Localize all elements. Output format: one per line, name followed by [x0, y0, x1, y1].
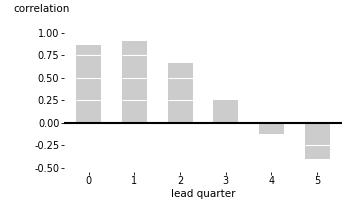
Bar	[305, 123, 330, 159]
Text: correlation: correlation	[13, 4, 70, 14]
X-axis label: lead quarter: lead quarter	[171, 189, 235, 199]
Bar	[122, 41, 147, 123]
Bar	[76, 45, 101, 123]
Bar	[168, 63, 193, 123]
Bar	[259, 123, 284, 134]
Bar	[213, 100, 238, 123]
